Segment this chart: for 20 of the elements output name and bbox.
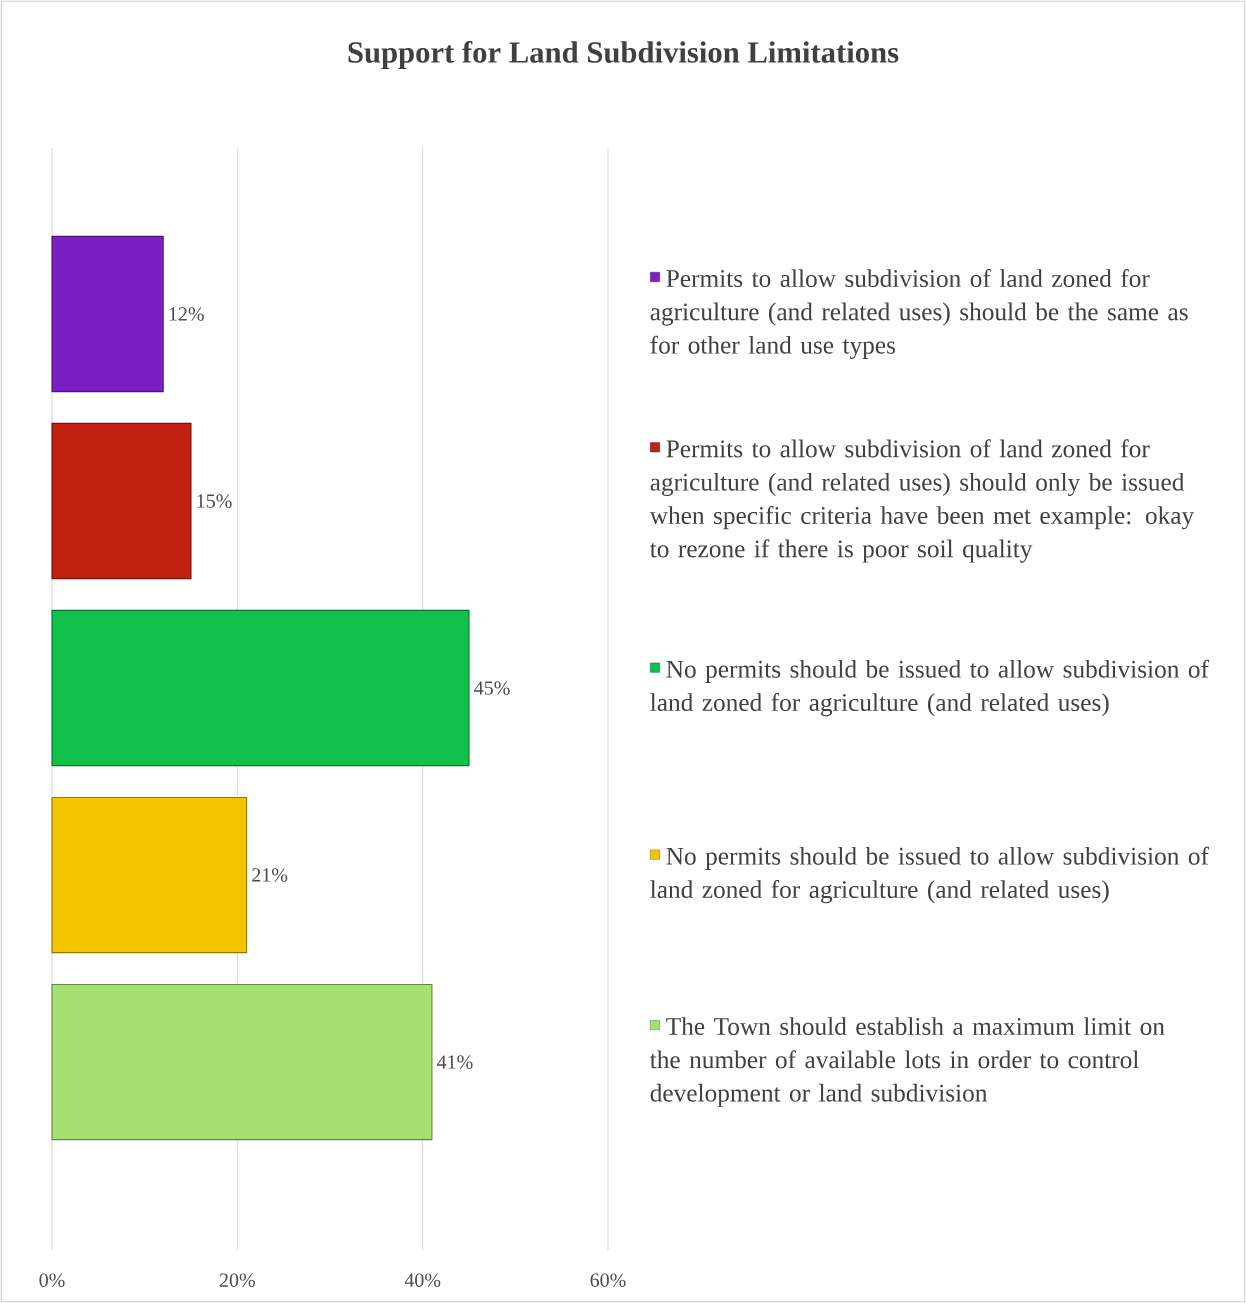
bar [51, 235, 164, 393]
bar [51, 796, 248, 954]
x-tick-label: 60% [590, 1273, 626, 1287]
data-label: 12% [169, 307, 204, 321]
bar [51, 422, 192, 580]
chart-title: Support for Land Subdivision Limitations [348, 40, 899, 70]
x-tick-label: 40% [404, 1273, 441, 1287]
legend-label: No permits should be issued to allow subdivision of land zoned for agriculture (and related uses) [650, 659, 1209, 717]
x-tick-label: 20% [219, 1273, 255, 1287]
data-label: 45% [474, 681, 510, 695]
data-label: 21% [252, 868, 288, 882]
legend-label: Permits to allow subdivision of land zoned for agriculture (and related uses) should only be issued when specific criteria have been met example: okay to rezone if there is poor soil quality [649, 439, 1195, 563]
legend-label: Permits to allow subdivision of land zoned for agriculture (and related uses) should be the same as for other land use types [650, 269, 1188, 359]
legend-label: The Town should establish a maximum limit on the number of available lots in order to control development or land subdivision [649, 1017, 1165, 1107]
x-tick-label: 0% [39, 1273, 65, 1287]
data-label: 41% [437, 1055, 473, 1069]
legend-label: No permits should be issued to allow subdivision of land zoned for agriculture (and related uses) [650, 846, 1209, 904]
bar [51, 983, 433, 1141]
data-label: 15% [197, 494, 232, 508]
bar [51, 609, 470, 767]
